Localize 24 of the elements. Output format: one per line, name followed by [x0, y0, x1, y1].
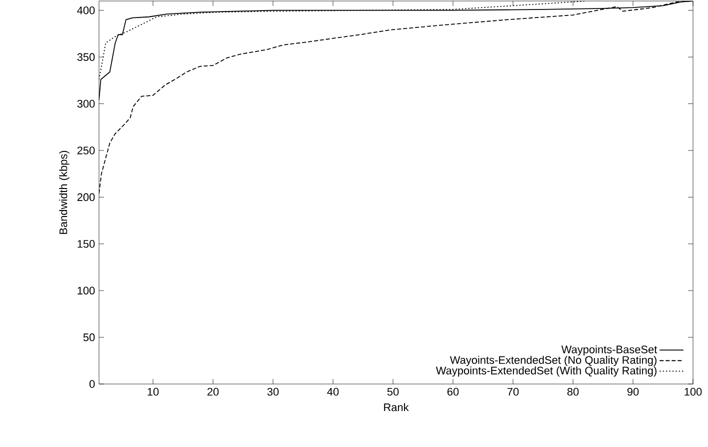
x-tick-label: 50 — [387, 388, 399, 396]
x-tick-label: 70 — [507, 388, 519, 396]
legend-label: Wayoints-ExtendedSet (No Quality Rating) — [450, 356, 656, 366]
y-tick-label: 350 — [77, 53, 95, 61]
x-tick-label: 20 — [207, 388, 219, 396]
y-tick-label: 250 — [77, 146, 95, 154]
x-tick-label: 30 — [267, 388, 279, 396]
legend-label: Waypoints-BaseSet — [561, 345, 658, 356]
legend-label: Waypoints-ExtendedSet (With Quality Rating) — [436, 366, 656, 377]
y-tick-label: 100 — [78, 286, 95, 294]
x-tick-label: 10 — [148, 388, 159, 396]
x-tick-label: 60 — [447, 388, 459, 396]
y-tick-label: 50 — [83, 333, 95, 342]
y-tick-label: 300 — [77, 100, 95, 108]
x-tick-label: 100 — [684, 388, 702, 396]
x-tick-label: 40 — [327, 388, 339, 396]
y-tick-label: 150 — [78, 240, 95, 248]
x-tick-label: 90 — [627, 388, 639, 396]
y-axis-title: Bandwidth (kbps) — [59, 150, 70, 234]
x-axis-title: Rank — [384, 403, 409, 412]
x-tick-label: 80 — [567, 388, 579, 396]
y-tick-label: 0 — [89, 380, 95, 388]
y-tick-label: 400 — [77, 6, 95, 14]
y-tick-label: 200 — [77, 193, 95, 202]
